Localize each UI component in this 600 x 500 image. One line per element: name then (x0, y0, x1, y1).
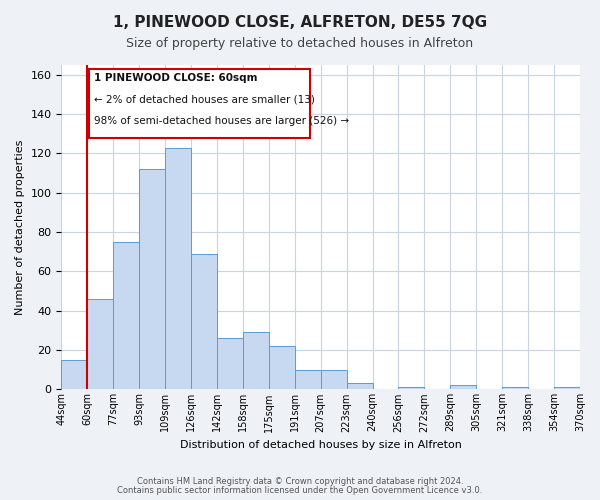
Bar (139, 169, 165, 390)
Text: 1, PINEWOOD CLOSE, ALFRETON, DE55 7QG: 1, PINEWOOD CLOSE, ALFRETON, DE55 7QG (113, 15, 487, 30)
Bar (321, 370, 347, 390)
X-axis label: Distribution of detached houses by size in Alfreton: Distribution of detached houses by size … (180, 440, 461, 450)
Bar (61, 360, 88, 390)
Bar (165, 148, 191, 390)
Bar (113, 242, 139, 390)
Bar (243, 332, 269, 390)
Text: ← 2% of detached houses are smaller (13): ← 2% of detached houses are smaller (13) (94, 94, 314, 104)
Bar (398, 388, 424, 390)
Text: Contains HM Land Registry data © Crown copyright and database right 2024.: Contains HM Land Registry data © Crown c… (137, 478, 463, 486)
Text: Contains public sector information licensed under the Open Government Licence v3: Contains public sector information licen… (118, 486, 482, 495)
Bar (269, 346, 295, 390)
Text: 98% of semi-detached houses are larger (526) →: 98% of semi-detached houses are larger (… (94, 116, 349, 126)
Text: Size of property relative to detached houses in Alfreton: Size of property relative to detached ho… (127, 38, 473, 51)
Bar (347, 384, 373, 390)
Bar (191, 254, 217, 390)
Bar (451, 386, 476, 390)
Bar (554, 388, 580, 390)
Bar (295, 370, 321, 390)
FancyBboxPatch shape (89, 69, 310, 138)
Bar (217, 338, 243, 390)
Bar (502, 388, 528, 390)
Y-axis label: Number of detached properties: Number of detached properties (15, 140, 25, 315)
Text: 1 PINEWOOD CLOSE: 60sqm: 1 PINEWOOD CLOSE: 60sqm (94, 73, 257, 83)
Bar (88, 299, 113, 390)
